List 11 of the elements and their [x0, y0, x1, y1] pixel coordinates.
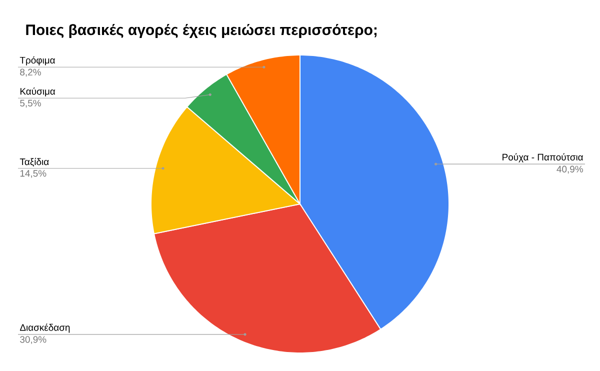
- slice-label: Ταξίδια: [20, 158, 49, 167]
- slice-label: Τρόφιμα: [20, 56, 56, 66]
- slice-label: Ρούχα - Παπούτσια: [502, 153, 584, 162]
- data-label: 14,5%: [20, 170, 46, 178]
- data-label: 5,5%: [20, 100, 41, 108]
- slice-label: Καύσιμα: [20, 87, 56, 96]
- data-label: 30,9%: [20, 336, 46, 344]
- data-label: 40,9%: [556, 166, 583, 174]
- chart-title: Ποιες βασικές αγορές έχεις μειώσει περισσότερο;: [26, 24, 377, 38]
- slice-label: Διασκέδαση: [20, 324, 70, 333]
- data-label: 8,2%: [20, 68, 41, 77]
